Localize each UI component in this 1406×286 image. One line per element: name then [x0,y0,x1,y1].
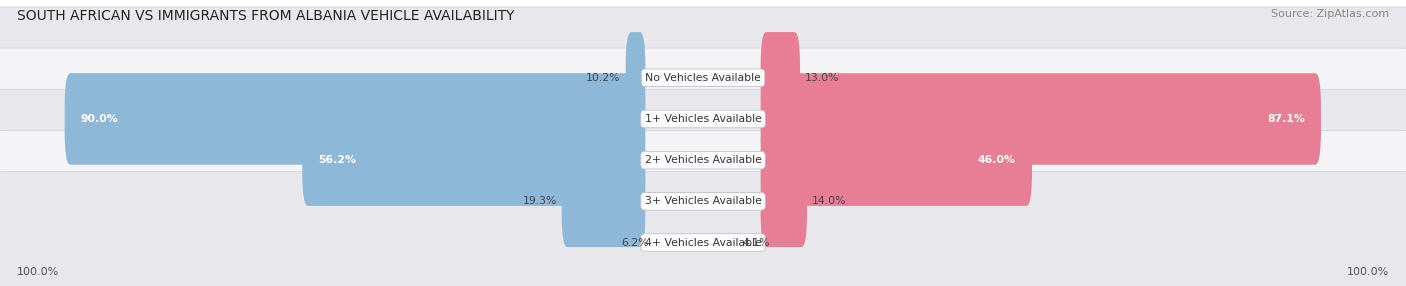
Text: 4+ Vehicles Available: 4+ Vehicles Available [644,238,762,247]
Text: 14.0%: 14.0% [813,196,846,206]
FancyBboxPatch shape [761,32,800,124]
Text: 13.0%: 13.0% [804,73,839,83]
FancyBboxPatch shape [562,156,645,247]
Text: 56.2%: 56.2% [318,155,357,165]
Text: 2+ Vehicles Available: 2+ Vehicles Available [644,155,762,165]
Text: 1+ Vehicles Available: 1+ Vehicles Available [644,114,762,124]
Text: 6.2%: 6.2% [621,238,650,247]
Text: 10.2%: 10.2% [586,73,621,83]
FancyBboxPatch shape [0,172,1406,286]
FancyBboxPatch shape [0,89,1406,231]
FancyBboxPatch shape [0,48,1406,190]
Text: Source: ZipAtlas.com: Source: ZipAtlas.com [1271,9,1389,19]
FancyBboxPatch shape [302,114,645,206]
FancyBboxPatch shape [0,130,1406,272]
Text: 46.0%: 46.0% [977,155,1015,165]
Text: 19.3%: 19.3% [523,196,557,206]
FancyBboxPatch shape [626,32,645,124]
Text: 87.1%: 87.1% [1267,114,1305,124]
Text: 3+ Vehicles Available: 3+ Vehicles Available [644,196,762,206]
FancyBboxPatch shape [761,156,807,247]
Text: SOUTH AFRICAN VS IMMIGRANTS FROM ALBANIA VEHICLE AVAILABILITY: SOUTH AFRICAN VS IMMIGRANTS FROM ALBANIA… [17,9,515,23]
Text: 100.0%: 100.0% [1347,267,1389,277]
Text: No Vehicles Available: No Vehicles Available [645,73,761,83]
FancyBboxPatch shape [65,73,645,165]
FancyBboxPatch shape [761,114,1032,206]
Text: 4.1%: 4.1% [742,238,770,247]
FancyBboxPatch shape [0,7,1406,149]
FancyBboxPatch shape [761,73,1322,165]
Text: 100.0%: 100.0% [17,267,59,277]
Text: 90.0%: 90.0% [82,114,118,124]
